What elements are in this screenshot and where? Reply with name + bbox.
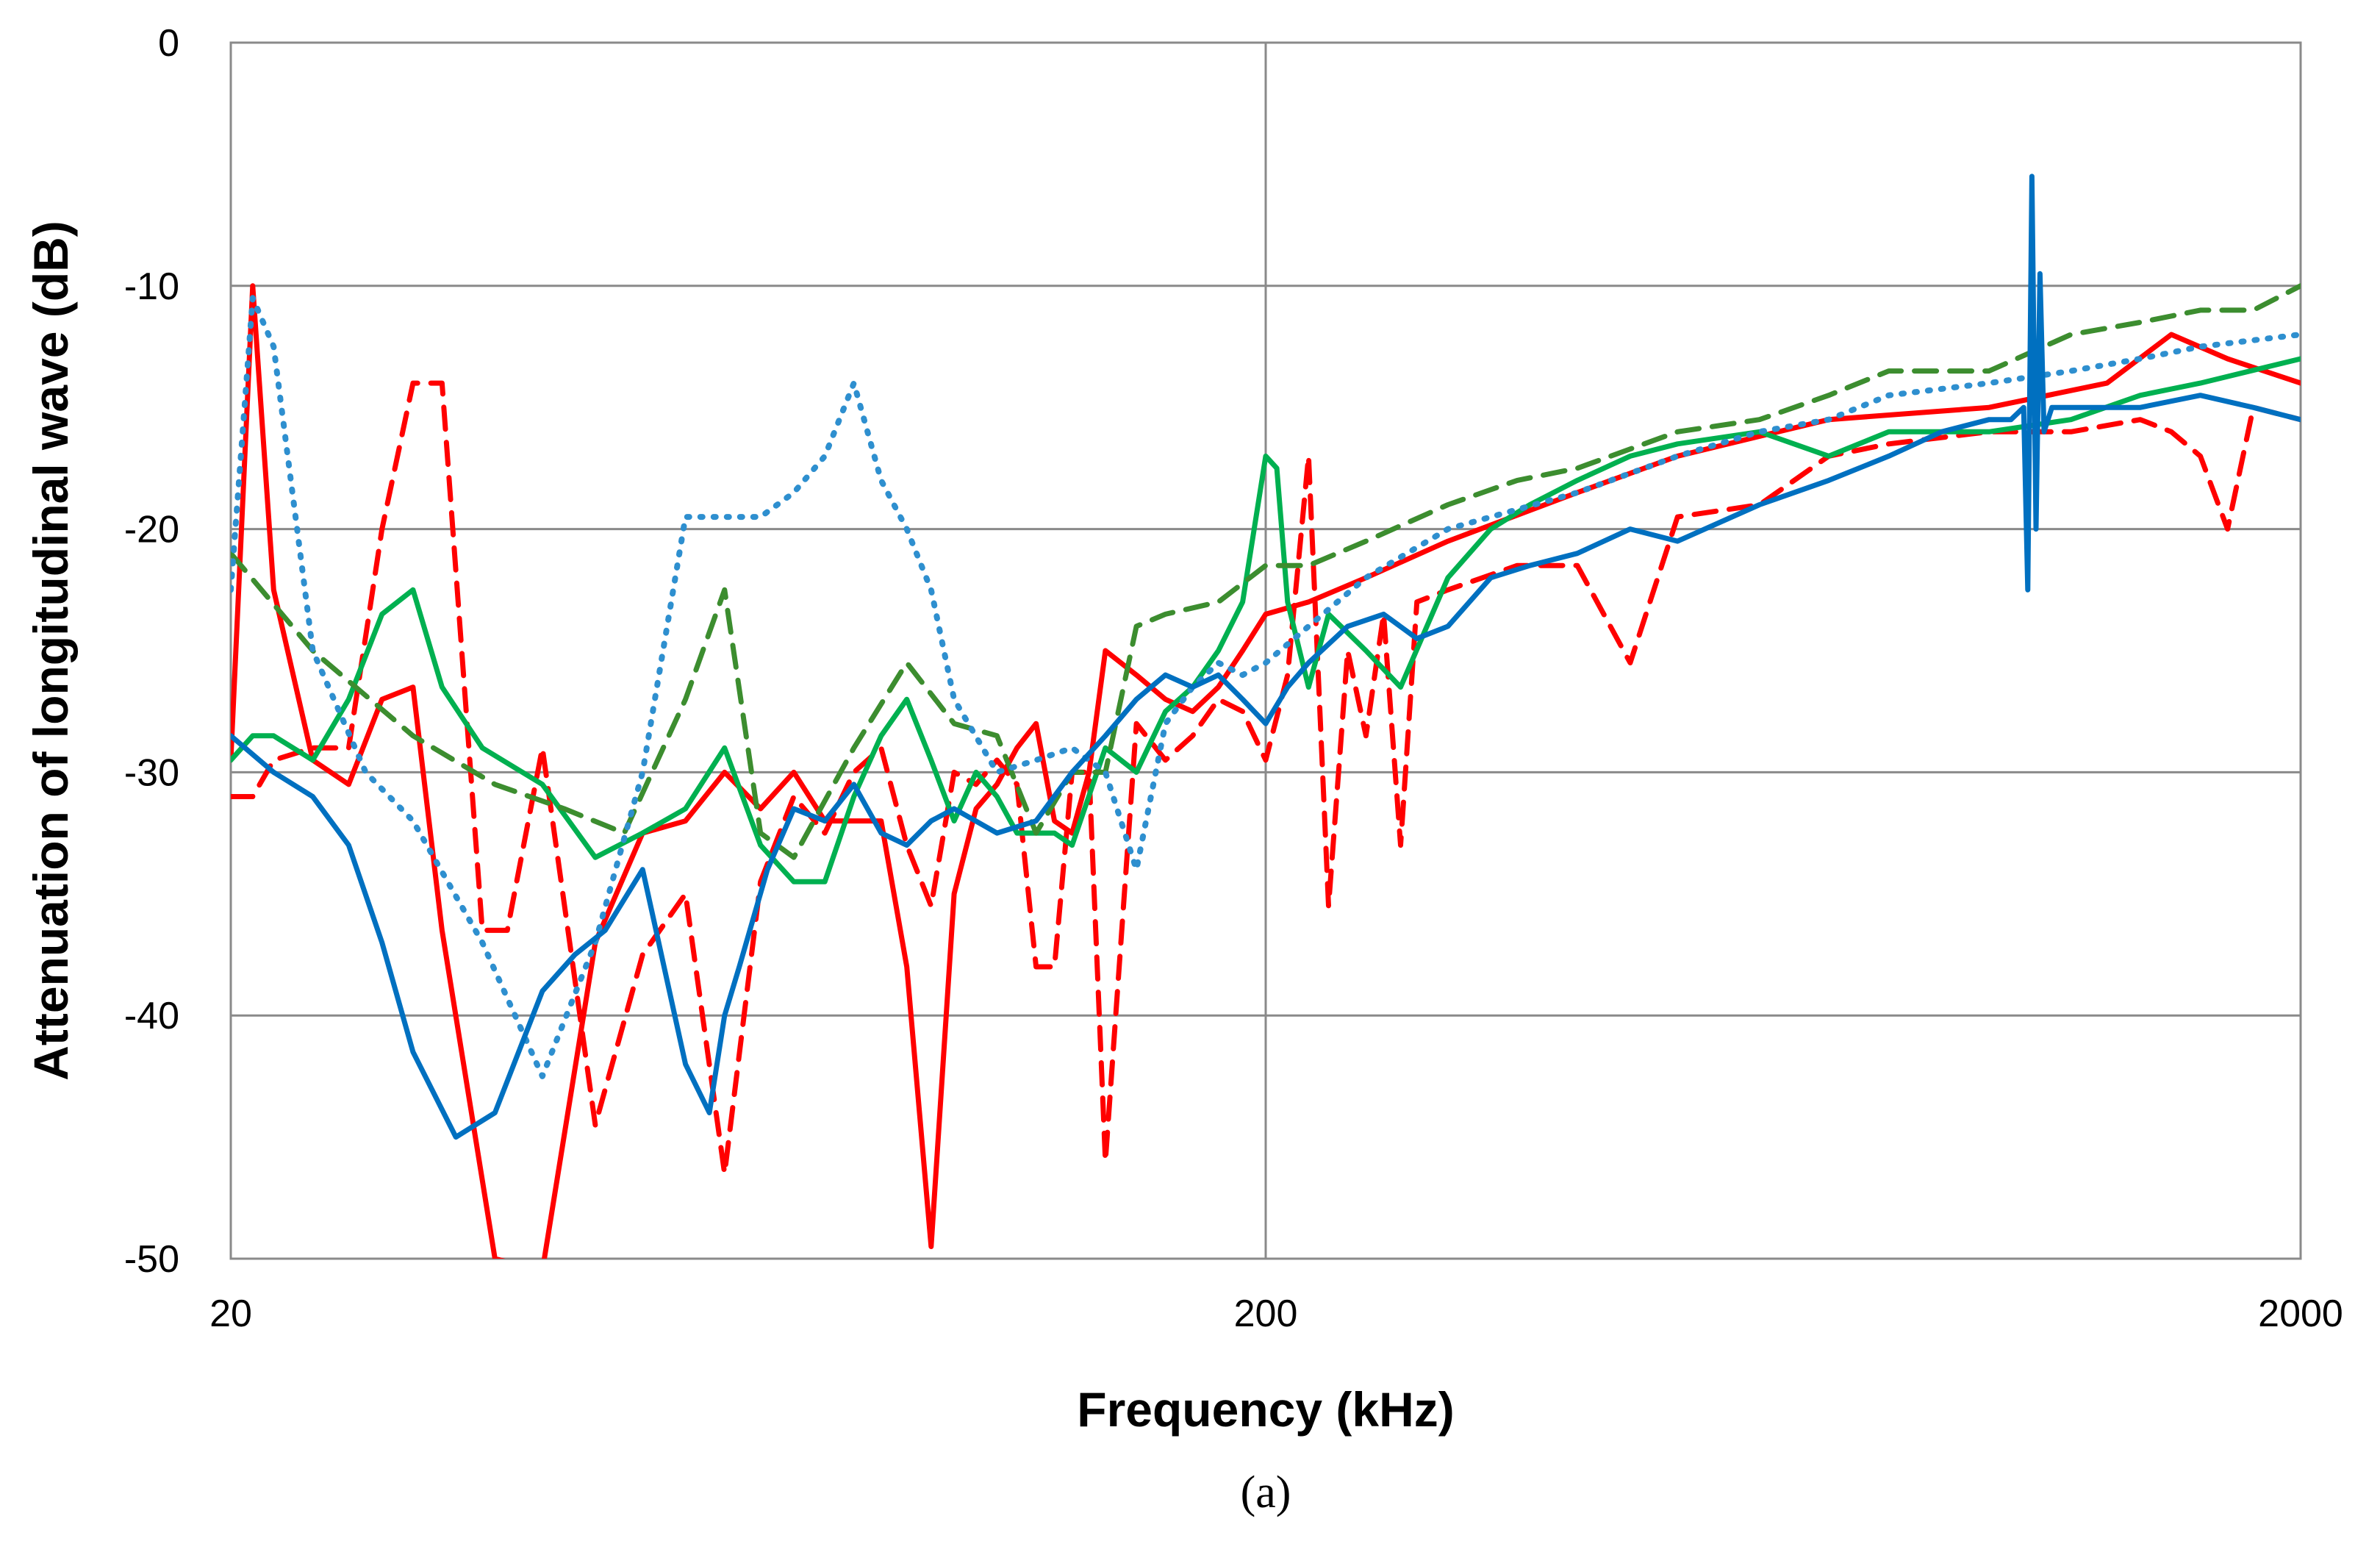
series-layer — [231, 174, 2301, 1259]
series-line-3 — [231, 356, 2301, 884]
y-tick-label: -50 — [124, 1238, 179, 1281]
series-line-4 — [231, 283, 2301, 860]
x-axis-title: Frequency (kHz) — [1077, 1382, 1454, 1437]
y-axis-title: Attenuation of longitudinal wave (dB) — [24, 221, 78, 1081]
series-line-1 — [231, 283, 2301, 1259]
y-tick-label: -30 — [124, 751, 179, 794]
x-tick-label: 20 — [209, 1292, 252, 1335]
series-line-5 — [231, 295, 2301, 1079]
plot-area-frame — [229, 41, 2302, 1260]
series-line-6 — [231, 174, 2301, 1140]
y-tick-label: -20 — [124, 509, 179, 551]
y-tick-label: 0 — [158, 22, 179, 65]
y-tick-label: -10 — [124, 265, 179, 308]
tick-labels: 0 -10 -20 -30 -40 -50 20 200 2000 — [124, 22, 2343, 1335]
x-tick-label: 200 — [1234, 1292, 1298, 1335]
y-tick-label: -40 — [124, 995, 179, 1037]
x-tick-label: 2000 — [2258, 1292, 2343, 1335]
figure-caption: (a) — [1241, 1467, 1291, 1517]
